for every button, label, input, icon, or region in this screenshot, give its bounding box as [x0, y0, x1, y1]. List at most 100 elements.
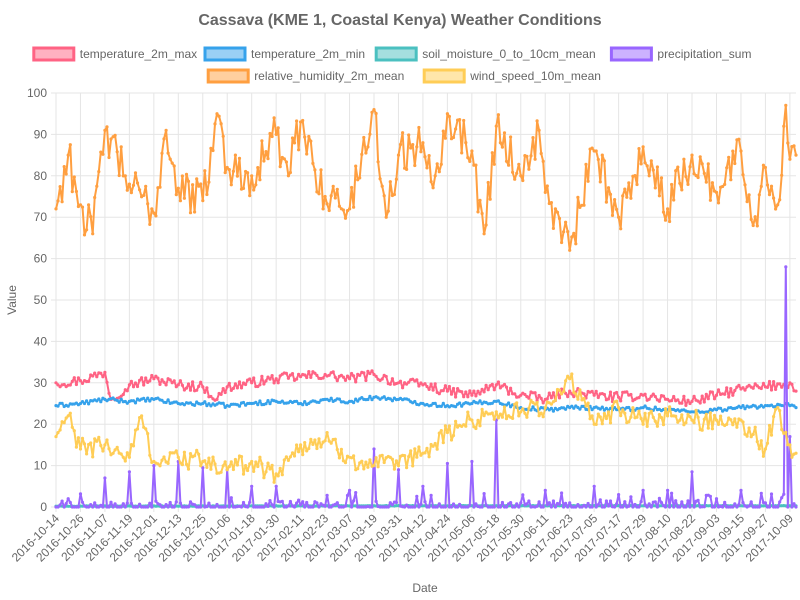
data-point	[767, 193, 772, 197]
data-point	[150, 505, 154, 509]
data-point	[454, 405, 458, 409]
data-point	[288, 455, 292, 459]
data-point	[129, 191, 133, 195]
data-point	[292, 141, 297, 145]
data-point	[659, 176, 664, 180]
data-point	[759, 439, 763, 443]
data-point	[233, 153, 237, 157]
data-point	[164, 400, 168, 405]
data-point	[219, 392, 223, 396]
data-point	[184, 172, 189, 176]
data-point	[496, 113, 500, 117]
data-point	[763, 165, 768, 170]
data-point	[235, 386, 239, 390]
data-point	[776, 203, 780, 207]
data-point	[82, 442, 87, 446]
data-point	[769, 184, 774, 188]
data-point	[456, 387, 460, 391]
data-point	[767, 379, 772, 384]
data-point	[186, 467, 191, 471]
data-point	[144, 427, 148, 431]
y-tick-label: 90	[34, 127, 48, 141]
data-point	[203, 400, 207, 404]
data-point	[772, 196, 776, 200]
data-point	[674, 414, 678, 418]
data-point	[197, 184, 201, 188]
data-point	[617, 215, 621, 219]
legend-item-soil_moisture_0_to_10cm_mean[interactable]: soil_moisture_0_to_10cm_mean	[374, 46, 596, 62]
data-point	[608, 421, 613, 425]
data-point	[231, 467, 235, 472]
data-point	[502, 131, 507, 135]
data-point	[468, 159, 472, 163]
data-point	[85, 452, 89, 456]
data-point	[274, 472, 278, 476]
data-point	[370, 369, 374, 373]
data-point	[254, 460, 258, 464]
data-point	[627, 405, 631, 410]
data-point	[774, 387, 778, 391]
data-point	[655, 165, 660, 169]
data-point	[382, 460, 386, 465]
data-point	[396, 153, 401, 157]
data-point	[295, 399, 299, 403]
data-point	[788, 443, 792, 447]
data-point	[127, 182, 131, 186]
data-point	[221, 387, 225, 391]
data-point	[227, 168, 231, 172]
data-point	[666, 414, 670, 418]
data-point	[203, 390, 207, 394]
data-point	[237, 380, 242, 384]
legend-item-temperature_2m_max[interactable]: temperature_2m_max	[32, 46, 197, 62]
data-point	[135, 505, 140, 509]
data-point	[714, 393, 719, 397]
data-point	[411, 143, 415, 147]
data-point	[286, 376, 290, 380]
legend-item-wind_speed_10m_mean[interactable]: wind_speed_10m_mean	[422, 68, 601, 84]
data-point	[698, 401, 702, 405]
data-point	[319, 445, 323, 449]
data-point	[537, 500, 541, 504]
data-point	[733, 502, 737, 506]
data-point	[763, 447, 768, 451]
data-point	[637, 409, 641, 413]
series-line	[55, 369, 797, 407]
data-point	[209, 467, 213, 471]
data-point	[258, 178, 262, 182]
data-point	[213, 462, 217, 466]
legend-item-temperature_2m_min[interactable]: temperature_2m_min	[203, 46, 365, 62]
legend-label: temperature_2m_max	[80, 47, 197, 61]
legend-item-relative_humidity_2m_mean[interactable]: relative_humidity_2m_mean	[206, 68, 404, 84]
data-point	[576, 503, 580, 507]
data-point	[70, 425, 74, 429]
data-point	[325, 431, 329, 435]
data-point	[260, 462, 264, 466]
data-point	[729, 387, 733, 391]
data-point	[111, 505, 115, 509]
data-point	[335, 447, 339, 452]
data-point	[70, 190, 74, 194]
data-point	[239, 455, 244, 459]
data-point	[694, 174, 698, 178]
data-point	[437, 502, 441, 506]
legend-item-precipitation_sum[interactable]: precipitation_sum	[609, 46, 751, 62]
data-point	[335, 379, 339, 383]
data-point	[749, 500, 753, 504]
legend-label: temperature_2m_min	[251, 47, 365, 61]
data-point	[193, 454, 197, 458]
data-point	[778, 409, 782, 413]
data-point	[91, 374, 95, 378]
data-point	[615, 399, 619, 403]
data-point	[649, 394, 653, 398]
y-tick-label: 70	[34, 210, 48, 224]
data-point	[486, 180, 490, 185]
data-point	[119, 397, 123, 401]
data-point	[716, 388, 721, 392]
data-point	[87, 379, 91, 383]
data-point	[195, 177, 199, 181]
data-point	[331, 184, 335, 188]
data-point	[299, 443, 303, 447]
data-point	[423, 155, 427, 159]
data-point	[688, 415, 692, 419]
data-point	[776, 505, 780, 509]
